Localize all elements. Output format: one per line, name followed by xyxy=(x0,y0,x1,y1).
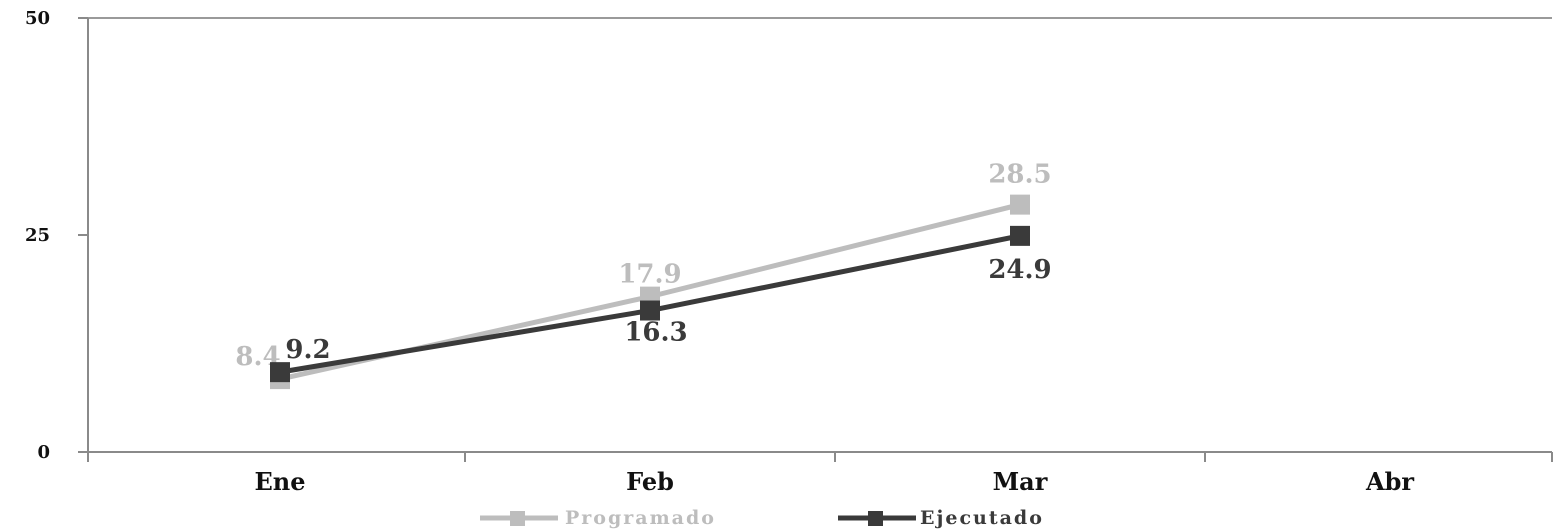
series-marker xyxy=(1010,225,1030,246)
x-tick-label: Feb xyxy=(626,467,674,496)
legend: Programado Ejecutado xyxy=(480,507,1044,529)
plot-frame xyxy=(87,17,1552,453)
data-label: 17.9 xyxy=(618,260,681,290)
series-layer: 8.417.928.59.216.324.9 xyxy=(235,160,1052,390)
y-tick-label: 0 xyxy=(37,442,50,463)
series-programado: 8.417.928.5 xyxy=(235,160,1052,390)
legend-swatch-marker xyxy=(510,511,525,526)
series-ejecutado: 9.2 16.3 24.9 xyxy=(270,225,1052,383)
y-tick-label: 25 xyxy=(25,225,50,246)
data-label: 9.2 xyxy=(285,335,330,365)
legend-label: Programado xyxy=(565,507,716,529)
y-tick-label: 50 xyxy=(25,8,50,29)
y-axis-ticks: 0 25 50 xyxy=(25,8,88,463)
legend-item-programado: Programado xyxy=(480,507,716,529)
data-label: 24.9 xyxy=(988,255,1051,285)
series-marker xyxy=(1010,194,1030,215)
legend-item-ejecutado: Ejecutado xyxy=(838,507,1044,529)
series-marker xyxy=(640,300,660,321)
x-tick-label: Abr xyxy=(1365,467,1414,496)
legend-swatch-marker xyxy=(868,511,883,526)
x-axis-ticks: Ene Feb Mar Abr xyxy=(87,452,1553,496)
legend-label: Ejecutado xyxy=(920,507,1044,529)
x-tick-label: Ene xyxy=(254,467,305,496)
data-label: 28.5 xyxy=(988,160,1051,190)
x-tick-label: Mar xyxy=(993,467,1048,496)
data-label: 16.3 xyxy=(624,318,687,348)
series-marker xyxy=(270,362,290,383)
